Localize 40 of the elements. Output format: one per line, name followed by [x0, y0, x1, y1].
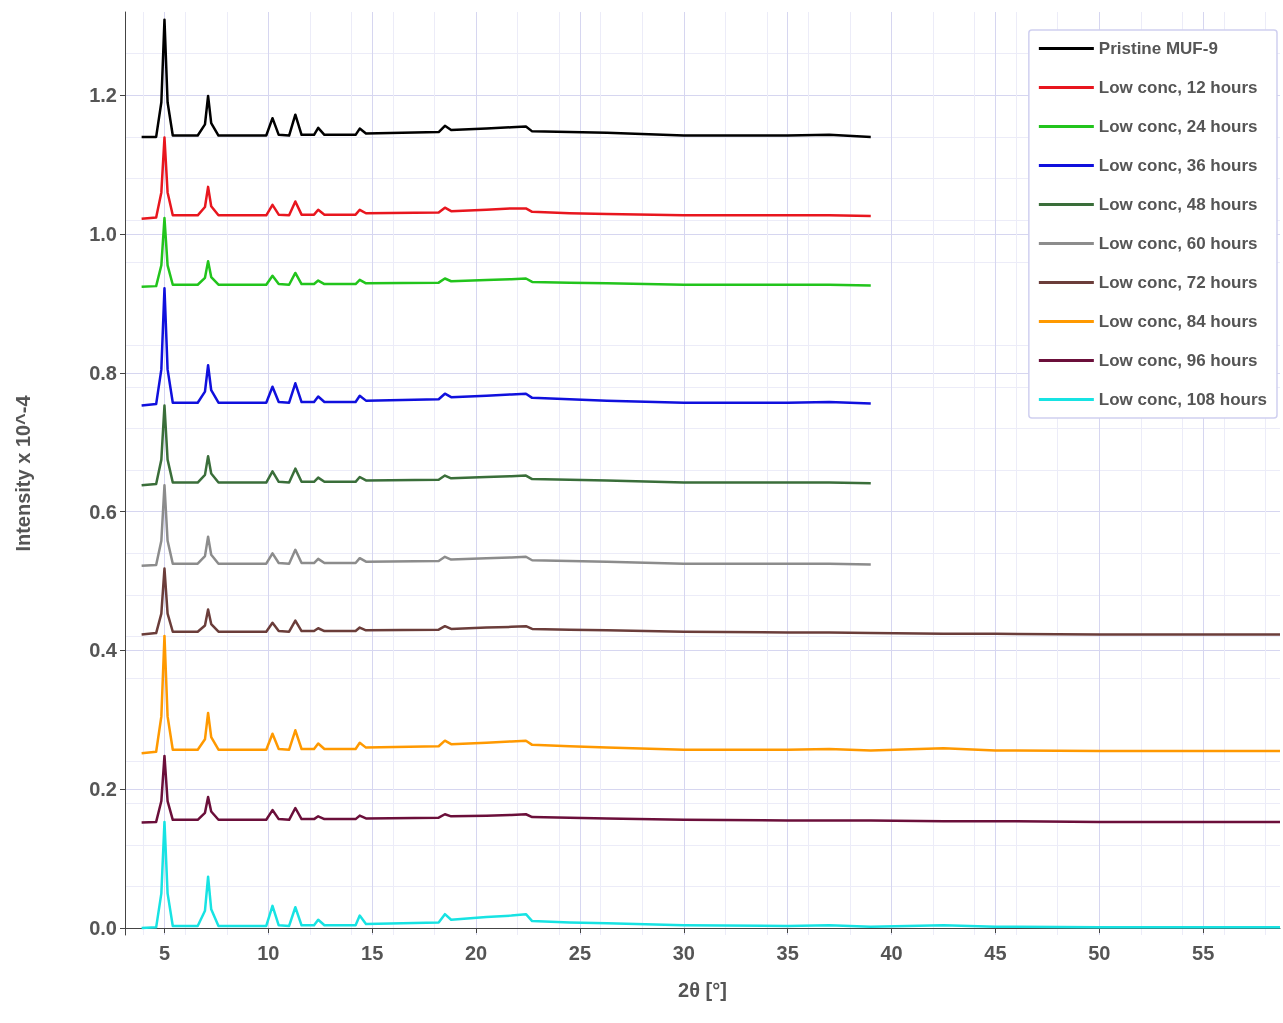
- legend-label: Low conc, 96 hours: [1098, 351, 1258, 370]
- line-series: [140, 136, 873, 221]
- x-tick-label: 50: [1088, 942, 1111, 964]
- x-tick-label: 35: [776, 942, 799, 964]
- y-tick-label: 1.2: [89, 84, 117, 107]
- legend-label: Low conc, 36 hours: [1098, 156, 1258, 175]
- x-tick-label: 5: [158, 942, 171, 964]
- y-tick-label: 0.2: [89, 778, 117, 801]
- legend-label: Pristine MUF-9: [1098, 39, 1218, 58]
- line-series: [140, 18, 873, 139]
- line-series: [140, 404, 873, 487]
- x-tick-label: 10: [257, 942, 280, 964]
- line-series: [140, 820, 1282, 930]
- line-series: [140, 286, 873, 407]
- legend-label: Low conc, 72 hours: [1098, 273, 1258, 292]
- x-axis-title: 2θ [°]: [678, 979, 727, 1001]
- x-tick-label: 25: [568, 942, 592, 964]
- line-series: [140, 634, 1282, 755]
- legend-label: Low conc, 12 hours: [1098, 78, 1258, 97]
- legend-label: Low conc, 60 hours: [1098, 234, 1258, 253]
- x-tick-label: 40: [880, 942, 903, 964]
- y-tick-label: 0.8: [89, 361, 117, 384]
- x-tick-label: 30: [672, 942, 695, 964]
- line-series: [140, 216, 873, 289]
- x-tick-label: 45: [984, 942, 1007, 964]
- y-tick-label: 0.4: [89, 639, 118, 662]
- line-series: [140, 484, 873, 568]
- legend-label: Low conc, 84 hours: [1098, 312, 1258, 331]
- legend-label: Low conc, 48 hours: [1098, 195, 1258, 214]
- x-tick-label: 15: [361, 942, 384, 964]
- y-tick-label: 1.0: [89, 223, 117, 246]
- y-tick-label: 0.6: [89, 500, 117, 523]
- y-axis-title: Intensity x 10^-4: [12, 394, 34, 552]
- y-tick-label: 0.0: [89, 917, 117, 940]
- x-tick-label: 20: [464, 942, 488, 964]
- line-series: [140, 754, 1282, 824]
- legend-label: Low conc, 24 hours: [1098, 117, 1258, 136]
- legend-label: Low conc, 108 hours: [1098, 390, 1268, 409]
- line-series: [140, 567, 1282, 636]
- x-tick-label: 55: [1192, 942, 1215, 964]
